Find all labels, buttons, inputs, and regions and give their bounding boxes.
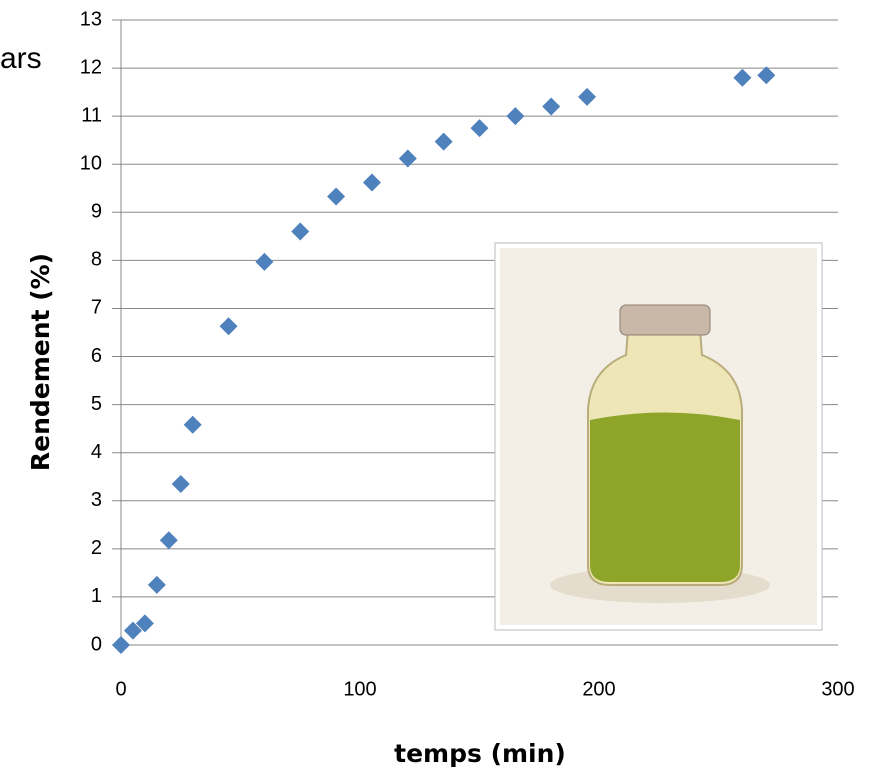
point bbox=[578, 87, 597, 106]
point bbox=[135, 614, 154, 633]
y-tick-label: 7 bbox=[91, 297, 102, 319]
y-tick-label: 10 bbox=[80, 153, 102, 175]
y-axis-title: Rendement (%) bbox=[26, 253, 55, 471]
y-tick-label: 3 bbox=[91, 489, 102, 511]
y-tick-label: 1 bbox=[91, 585, 102, 607]
inset-photo bbox=[494, 242, 823, 631]
point bbox=[757, 66, 776, 85]
marks bbox=[112, 66, 776, 654]
x-axis-title: temps (min) bbox=[394, 739, 566, 768]
liquid bbox=[590, 412, 740, 582]
point bbox=[327, 187, 346, 206]
point bbox=[733, 68, 752, 87]
y-tick-label: 11 bbox=[81, 104, 102, 126]
cap bbox=[619, 304, 711, 336]
y-tick-label: 6 bbox=[91, 345, 102, 367]
y-tick-label: 0 bbox=[91, 633, 102, 655]
point bbox=[171, 474, 190, 493]
point bbox=[506, 107, 525, 126]
annotation: ars bbox=[0, 42, 42, 75]
point bbox=[147, 575, 166, 594]
grid bbox=[112, 19, 838, 646]
y-tick-label: 2 bbox=[91, 537, 102, 559]
point bbox=[470, 119, 489, 138]
point bbox=[219, 317, 238, 336]
point bbox=[434, 132, 453, 151]
y-tick-label: 4 bbox=[91, 441, 102, 463]
y-tick-label: 13 bbox=[80, 8, 102, 30]
point bbox=[159, 531, 178, 550]
y-tick-label: 5 bbox=[91, 393, 102, 415]
point bbox=[183, 415, 202, 434]
point bbox=[255, 252, 274, 271]
y-tick-label: 8 bbox=[91, 249, 102, 271]
point bbox=[123, 621, 142, 640]
point bbox=[112, 636, 130, 654]
y-tick-label: 12 bbox=[80, 56, 102, 78]
x-tick-label: 100 bbox=[343, 678, 376, 700]
x-tick-label: 200 bbox=[582, 678, 615, 700]
x-tick-label: 300 bbox=[821, 678, 854, 700]
point bbox=[398, 149, 417, 168]
y-tick-label: 9 bbox=[91, 201, 102, 223]
point bbox=[542, 97, 561, 116]
point bbox=[362, 173, 381, 192]
x-tick-label: 0 bbox=[115, 678, 126, 700]
point bbox=[291, 222, 310, 241]
